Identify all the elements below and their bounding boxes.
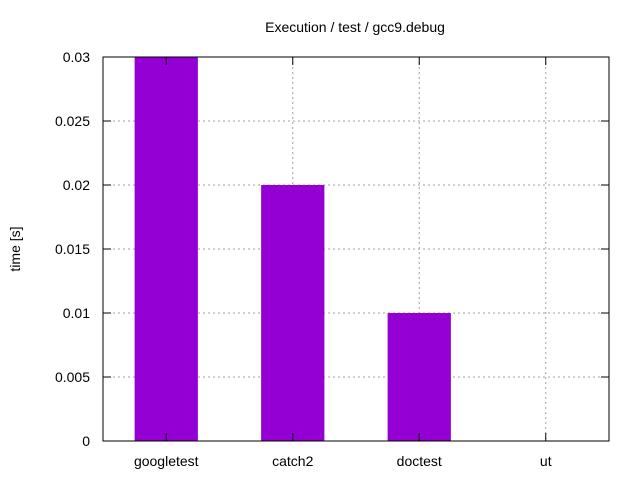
y-tick-label: 0.03 bbox=[63, 49, 90, 65]
chart-title: Execution / test / gcc9.debug bbox=[265, 19, 445, 35]
x-tick-labels: googletest catch2 doctest ut bbox=[134, 453, 552, 469]
x-tick-label: catch2 bbox=[272, 453, 313, 469]
bar-catch2 bbox=[261, 185, 325, 441]
x-tick-label: googletest bbox=[134, 453, 199, 469]
y-tick-label: 0.02 bbox=[63, 177, 90, 193]
y-axis-title: time [s] bbox=[7, 226, 23, 271]
x-tick-label: doctest bbox=[397, 453, 442, 469]
x-tick-label: ut bbox=[540, 453, 552, 469]
y-tick-label: 0 bbox=[82, 433, 90, 449]
bar-doctest bbox=[387, 313, 451, 441]
axis-ticks bbox=[103, 56, 609, 442]
y-tick-label: 0.025 bbox=[55, 113, 90, 129]
bar-googletest bbox=[134, 57, 198, 441]
y-tick-label: 0.015 bbox=[55, 241, 90, 257]
y-tick-labels: 0 0.005 0.01 0.015 0.02 0.025 0.03 bbox=[55, 49, 90, 449]
y-tick-label: 0.005 bbox=[55, 369, 90, 385]
y-tick-label: 0.01 bbox=[63, 305, 90, 321]
bars bbox=[134, 57, 451, 441]
